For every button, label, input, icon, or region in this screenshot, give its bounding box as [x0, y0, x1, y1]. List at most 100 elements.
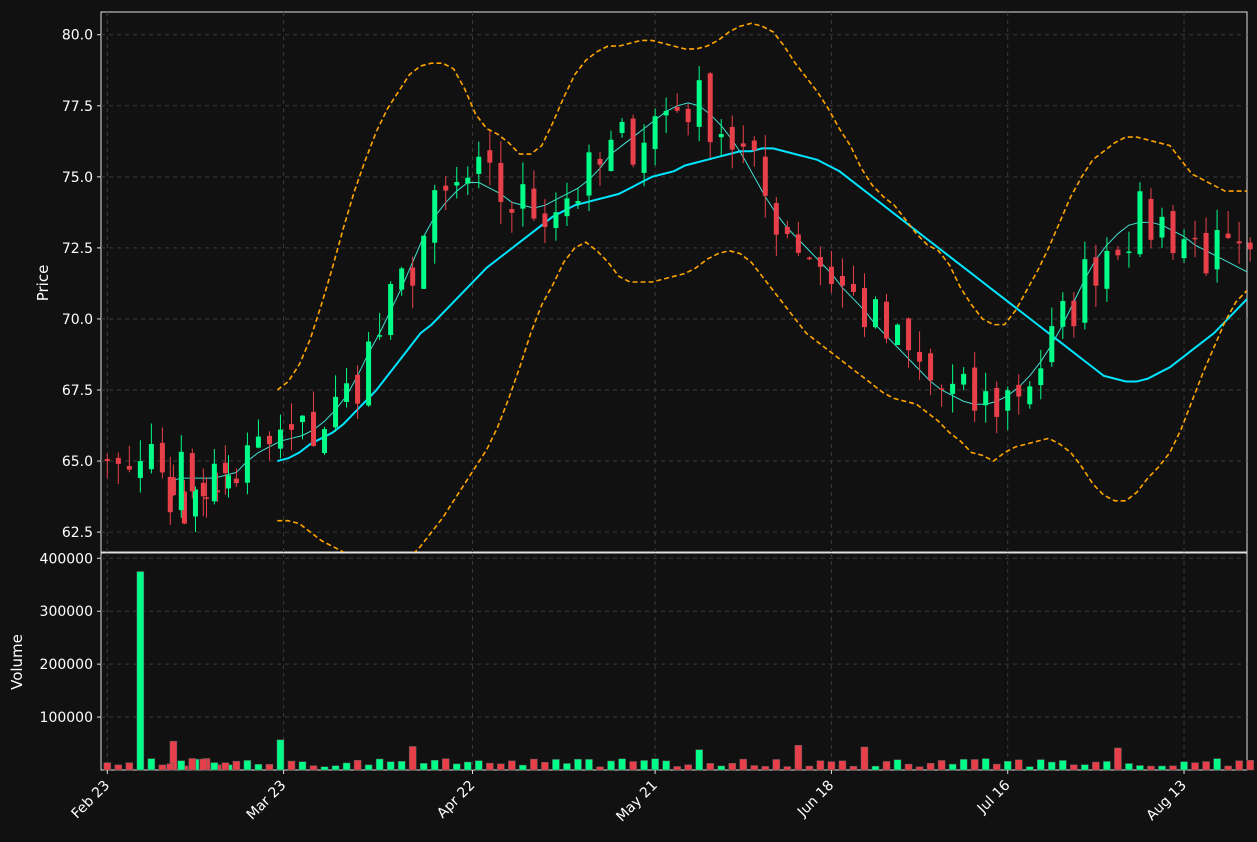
candle-up — [564, 198, 570, 217]
date-tick-label: May 21 — [613, 778, 661, 826]
price-tick-label: 67.5 — [62, 383, 93, 399]
candle-down — [828, 266, 834, 284]
price-tick-label: 80.0 — [62, 28, 93, 44]
candle-up — [192, 489, 198, 517]
volume-bar — [992, 763, 1001, 771]
volume-bar — [177, 760, 186, 771]
volume-bar — [827, 761, 836, 771]
candle-down — [751, 140, 757, 151]
volume-bar — [981, 758, 990, 771]
candle-up — [388, 284, 394, 336]
volume-bar — [1037, 759, 1045, 771]
candle-down — [355, 374, 361, 404]
volume-bar — [1059, 760, 1067, 771]
candle-down — [597, 158, 603, 165]
candle-up — [663, 110, 669, 116]
candle-down — [806, 257, 812, 260]
date-tick-label: Apr 22 — [434, 778, 478, 822]
candle-up — [1049, 326, 1055, 363]
price-panel — [100, 11, 1248, 553]
candle-down — [906, 318, 912, 351]
volume-bar — [188, 758, 197, 771]
volume-bar — [1213, 758, 1221, 771]
volume-bar — [849, 766, 858, 771]
volume-bar — [1180, 761, 1188, 771]
candle-up — [961, 373, 967, 385]
volume-bar — [386, 761, 395, 771]
candle-down — [795, 234, 801, 253]
volume-bar — [596, 766, 604, 771]
candle-down — [203, 497, 209, 499]
candle-down — [685, 108, 691, 123]
candle-up — [255, 436, 261, 448]
volume-bar — [871, 765, 880, 771]
candle-down — [1236, 241, 1242, 244]
candle-up — [211, 463, 217, 502]
date-tick-label: Feb 23 — [69, 778, 114, 823]
volume-bar — [563, 763, 571, 771]
volume-bar — [103, 762, 112, 771]
moving-average-line — [170, 102, 1247, 482]
volume-bar — [1081, 764, 1089, 771]
volume-bar — [750, 765, 759, 771]
volume-bar — [629, 761, 637, 771]
candle-up — [553, 212, 559, 228]
candle-down — [115, 457, 121, 464]
candle-up — [277, 429, 283, 449]
candle-down — [674, 106, 680, 111]
volume-bar — [761, 766, 770, 771]
volume-bar — [265, 764, 274, 771]
candle-up — [399, 268, 405, 290]
candle-down — [159, 442, 165, 473]
volume-bar — [717, 765, 725, 771]
date-tick-label: Jun 18 — [794, 778, 837, 821]
volume-bar — [342, 762, 351, 771]
candle-down — [729, 126, 735, 150]
volume-bar — [1070, 764, 1078, 771]
volume-bar — [1169, 765, 1177, 771]
volume-bar — [210, 762, 219, 771]
candle-down — [928, 353, 934, 381]
date-tick-label: Aug 13 — [1143, 778, 1189, 824]
volume-bar — [673, 766, 681, 771]
volume-bar — [1014, 759, 1023, 771]
volume-bar — [1048, 761, 1056, 771]
candle-down — [126, 466, 132, 470]
candle-down — [972, 367, 978, 411]
volume-bar — [1125, 763, 1133, 771]
volume-bar — [254, 764, 263, 771]
volume-bar — [353, 760, 362, 771]
candle-down — [839, 276, 845, 286]
price-axis-label: Price — [34, 265, 52, 302]
candle-down — [773, 203, 779, 235]
candle-down — [817, 257, 823, 267]
volume-bar — [430, 759, 439, 771]
candle-down — [487, 150, 493, 163]
bollinger-band-line — [277, 241, 1247, 552]
volume-bar — [937, 760, 946, 771]
candle-up — [344, 383, 350, 402]
candle-up — [1181, 239, 1187, 259]
volume-bar — [1092, 761, 1100, 771]
volume-bar — [309, 765, 318, 771]
volume-bar — [408, 746, 417, 771]
volume-axis-label: Volume — [8, 634, 26, 690]
candle-down — [288, 424, 294, 430]
candle-down — [104, 459, 110, 462]
candle-up — [476, 156, 482, 174]
volume-bar — [464, 761, 472, 771]
candle-down — [762, 156, 768, 196]
volume-bar — [1136, 765, 1144, 771]
candle-down — [939, 388, 945, 390]
candle-down — [850, 283, 856, 292]
candle-up — [1038, 368, 1044, 386]
candle-up — [148, 444, 154, 470]
volume-bar — [114, 764, 123, 771]
price-candles — [104, 66, 1253, 533]
bollinger-band-line — [276, 22, 1247, 391]
candle-down — [167, 476, 173, 513]
candle-up — [432, 190, 438, 243]
candle-down — [509, 209, 515, 213]
volume-bar — [607, 760, 615, 771]
candle-up — [1126, 251, 1132, 254]
